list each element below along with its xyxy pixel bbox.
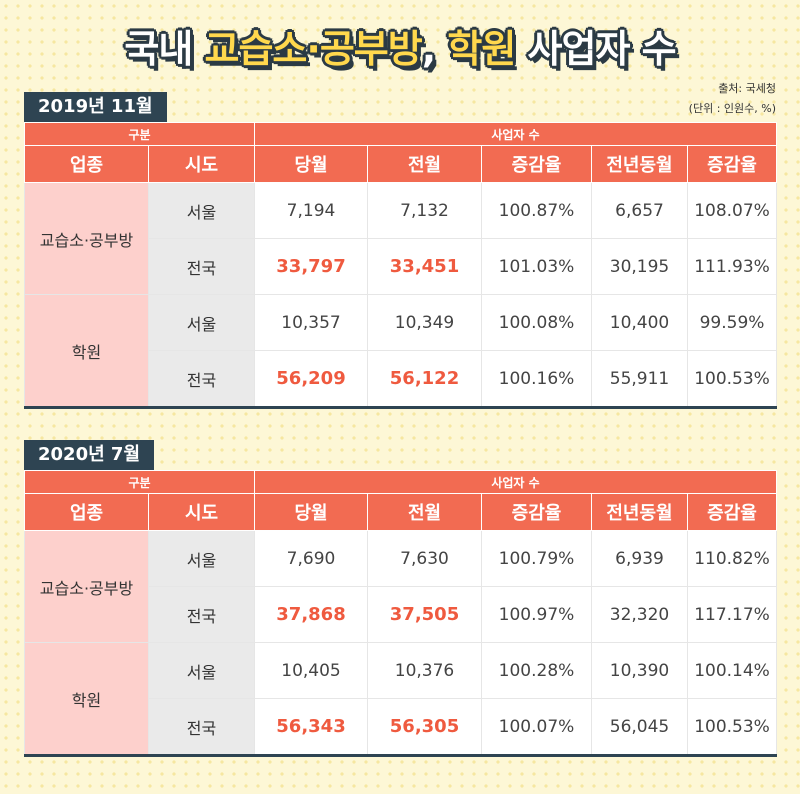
col-yoy-rate: 증감율 <box>686 493 778 531</box>
page-title: 국내 교습소·공부방, 학원 사업자 수 <box>0 18 800 73</box>
title-part: , <box>421 27 448 71</box>
table-row: 교습소·공부방 서울 7,194 7,132 100.87% 6,657 108… <box>24 182 778 295</box>
col-industry: 업종 <box>24 145 149 183</box>
table-row: 전국 33,797 33,451 101.03% 30,195 111.93% <box>25 238 778 295</box>
data-table: 구분 사업자 수 업종 시도 당월 전월 증감율 전년동월 증감율 교습소·공부… <box>24 122 778 409</box>
yoy-rate-cell: 111.93% <box>686 238 778 295</box>
col-previous: 전월 <box>367 145 482 183</box>
metric-header: 사업자 수 <box>253 122 778 146</box>
source-note: 출처: 국세청 <box>718 82 776 95</box>
data-table: 구분 사업자 수 업종 시도 당월 전월 증감율 전년동월 증감율 교습소·공부… <box>24 470 778 757</box>
col-region: 시도 <box>148 493 255 531</box>
col-industry: 업종 <box>24 493 149 531</box>
table-row: 전국 56,343 56,305 100.07% 56,045 100.53% <box>25 698 778 756</box>
col-yoy-rate: 증감율 <box>686 145 778 183</box>
current-cell: 10,357 <box>254 294 368 351</box>
mom-rate-cell: 100.87% <box>481 182 592 239</box>
current-cell: 10,405 <box>254 642 368 699</box>
yoy-rate-cell: 99.59% <box>686 294 778 351</box>
previous-cell: 10,349 <box>367 294 482 351</box>
category-cell: 교습소·공부방 <box>24 182 149 295</box>
title-part: 사업자 수 <box>515 27 677 71</box>
category-cell: 학원 <box>24 642 149 756</box>
current-cell: 56,209 <box>254 350 368 408</box>
last-year-cell: 10,400 <box>591 294 688 351</box>
table-row: 학원 서울 10,357 10,349 100.08% 10,400 99.59… <box>24 294 778 408</box>
previous-cell: 7,630 <box>367 530 482 587</box>
current-cell: 7,690 <box>254 530 368 587</box>
previous-cell: 37,505 <box>367 586 482 643</box>
yoy-rate-cell: 100.53% <box>686 698 778 756</box>
mom-rate-cell: 101.03% <box>481 238 592 295</box>
period-tab: 2020년 7월 <box>24 440 155 470</box>
mom-rate-cell: 100.97% <box>481 586 592 643</box>
region-cell: 전국 <box>148 238 255 295</box>
col-mom-rate: 증감율 <box>481 145 592 183</box>
region-cell: 서울 <box>148 294 255 351</box>
col-previous: 전월 <box>367 493 482 531</box>
region-cell: 전국 <box>148 350 255 408</box>
last-year-cell: 55,911 <box>591 350 688 408</box>
title-highlight: 교습소·공부방 <box>204 27 423 71</box>
mom-rate-cell: 100.16% <box>481 350 592 408</box>
category-cell: 학원 <box>24 294 149 408</box>
col-current: 당월 <box>254 145 368 183</box>
col-last-year: 전년동월 <box>591 145 688 183</box>
previous-cell: 56,122 <box>367 350 482 408</box>
current-cell: 33,797 <box>254 238 368 295</box>
group-header: 구분 <box>24 122 255 146</box>
mom-rate-cell: 100.28% <box>481 642 592 699</box>
table-row: 학원 서울 10,405 10,376 100.28% 10,390 100.1… <box>24 642 778 756</box>
title-part: 국내 <box>124 27 205 71</box>
last-year-cell: 10,390 <box>591 642 688 699</box>
col-current: 당월 <box>254 493 368 531</box>
current-cell: 7,194 <box>254 182 368 239</box>
current-cell: 37,868 <box>254 586 368 643</box>
last-year-cell: 30,195 <box>591 238 688 295</box>
mom-rate-cell: 100.07% <box>481 698 592 756</box>
group-header: 구분 <box>24 470 255 494</box>
previous-cell: 33,451 <box>367 238 482 295</box>
category-cell: 교습소·공부방 <box>24 530 149 643</box>
yoy-rate-cell: 100.53% <box>686 350 778 408</box>
table-row: 전국 37,868 37,505 100.97% 32,320 117.17% <box>25 586 778 643</box>
yoy-rate-cell: 110.82% <box>686 530 778 587</box>
last-year-cell: 56,045 <box>591 698 688 756</box>
unit-note: (단위 : 인원수, %) <box>688 102 776 115</box>
mom-rate-cell: 100.08% <box>481 294 592 351</box>
yoy-rate-cell: 100.14% <box>686 642 778 699</box>
col-region: 시도 <box>148 145 255 183</box>
previous-cell: 7,132 <box>367 182 482 239</box>
region-cell: 서울 <box>148 530 255 587</box>
mom-rate-cell: 100.79% <box>481 530 592 587</box>
col-mom-rate: 증감율 <box>481 493 592 531</box>
last-year-cell: 6,657 <box>591 182 688 239</box>
last-year-cell: 6,939 <box>591 530 688 587</box>
table-row: 교습소·공부방 서울 7,690 7,630 100.79% 6,939 110… <box>24 530 778 643</box>
table-row: 전국 56,209 56,122 100.16% 55,911 100.53% <box>25 350 778 408</box>
region-cell: 전국 <box>148 586 255 643</box>
previous-cell: 56,305 <box>367 698 482 756</box>
region-cell: 서울 <box>148 642 255 699</box>
title-highlight: 학원 <box>447 27 516 71</box>
previous-cell: 10,376 <box>367 642 482 699</box>
region-cell: 서울 <box>148 182 255 239</box>
yoy-rate-cell: 108.07% <box>686 182 778 239</box>
yoy-rate-cell: 117.17% <box>686 586 778 643</box>
col-last-year: 전년동월 <box>591 493 688 531</box>
period-tab: 2019년 11월 <box>24 92 167 122</box>
region-cell: 전국 <box>148 698 255 756</box>
metric-header: 사업자 수 <box>253 470 778 494</box>
last-year-cell: 32,320 <box>591 586 688 643</box>
current-cell: 56,343 <box>254 698 368 756</box>
